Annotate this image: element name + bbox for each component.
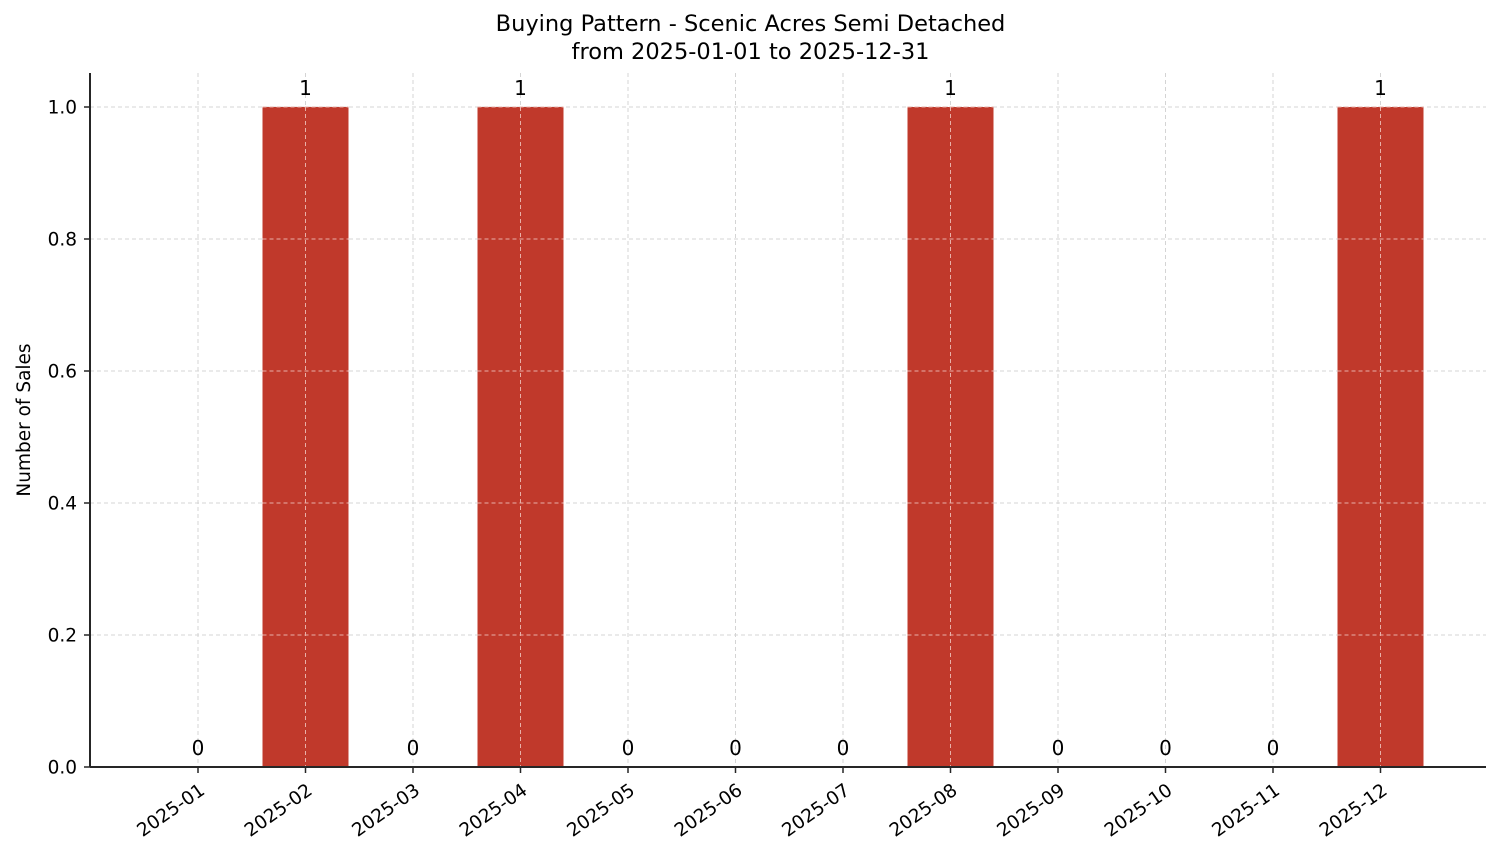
bar-value-label: 0 — [837, 736, 850, 760]
x-tick-label: 2025-12 — [1316, 780, 1391, 842]
bar-value-label: 0 — [622, 736, 635, 760]
bar-value-label: 0 — [1052, 736, 1065, 760]
y-tick-label: 0.2 — [48, 626, 77, 647]
vertical-grid-overlay — [262, 106, 1424, 767]
y-tick-label: 0.8 — [48, 230, 77, 251]
x-axis-ticks: 2025-01 2025-02 2025-03 2025-04 2025-05 2025-… — [133, 767, 1391, 841]
bar-value-label: 0 — [192, 736, 205, 760]
x-tick-label: 2025-10 — [1101, 780, 1176, 842]
bar-value-label: 0 — [407, 736, 420, 760]
bar-value-label: 1 — [944, 76, 957, 100]
chart-title: Buying Pattern - Scenic Acres Semi Detac… — [495, 11, 1006, 37]
x-tick-label: 2025-03 — [348, 780, 423, 842]
y-tick-label: 0.0 — [48, 758, 77, 779]
x-tick-label: 2025-04 — [456, 780, 531, 842]
x-tick-label: 2025-02 — [241, 780, 316, 842]
y-axis-label: Number of Sales — [14, 343, 35, 496]
bar-value-label: 0 — [1159, 736, 1172, 760]
x-tick-label: 2025-09 — [993, 780, 1068, 842]
bar-value-labels: 0 1 0 1 0 0 0 1 0 0 0 1 — [192, 76, 1387, 760]
x-tick-label: 2025-01 — [133, 780, 208, 842]
bar-value-label: 1 — [299, 76, 312, 100]
x-tick-label: 2025-08 — [886, 780, 961, 842]
y-tick-label: 0.4 — [48, 494, 77, 515]
y-tick-label: 0.6 — [48, 362, 77, 383]
bar-value-label: 0 — [1267, 736, 1280, 760]
bar-value-label: 1 — [1374, 76, 1387, 100]
x-tick-label: 2025-06 — [671, 780, 746, 842]
bar-value-label: 0 — [729, 736, 742, 760]
y-tick-label: 1.0 — [48, 98, 77, 119]
x-tick-label: 2025-11 — [1208, 780, 1283, 842]
bar-value-label: 1 — [514, 76, 527, 100]
x-tick-label: 2025-05 — [563, 780, 638, 842]
y-axis-ticks: 0.0 0.2 0.4 0.6 0.8 1.0 — [48, 98, 90, 779]
axes — [89, 73, 1486, 768]
chart-subtitle: from 2025-01-01 to 2025-12-31 — [571, 39, 930, 65]
x-tick-label: 2025-07 — [778, 780, 853, 842]
